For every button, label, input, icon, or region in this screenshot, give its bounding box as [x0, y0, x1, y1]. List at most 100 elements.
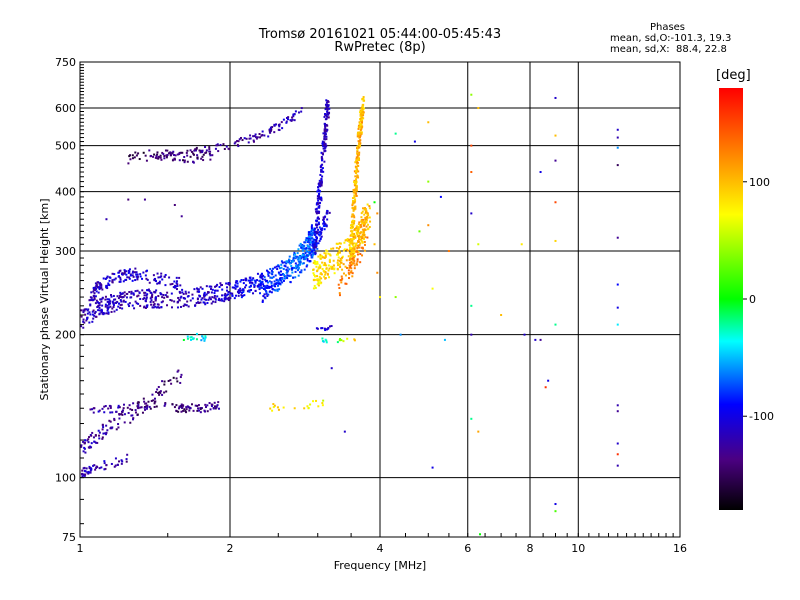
data-point	[132, 292, 135, 295]
data-point	[115, 301, 118, 304]
data-point	[347, 272, 350, 275]
y-tick-label: 750	[55, 56, 76, 69]
data-point	[352, 236, 355, 239]
data-point	[164, 149, 167, 152]
data-point	[311, 256, 314, 259]
data-point	[325, 105, 328, 108]
data-point	[310, 225, 313, 228]
data-point	[163, 275, 166, 278]
data-point	[259, 279, 262, 282]
data-point	[199, 151, 202, 154]
data-point	[310, 233, 313, 236]
data-point	[283, 264, 286, 267]
data-point	[309, 252, 312, 255]
data-point	[248, 286, 251, 289]
data-point	[325, 225, 328, 228]
data-point	[318, 239, 321, 242]
data-point	[539, 338, 542, 341]
data-point	[103, 468, 106, 471]
data-point	[187, 291, 190, 294]
data-point	[169, 283, 172, 286]
data-point	[324, 277, 327, 280]
data-point	[118, 302, 121, 305]
data-point	[300, 257, 303, 260]
data-point	[119, 293, 122, 296]
data-point	[325, 249, 328, 252]
data-point	[342, 272, 345, 275]
data-point	[315, 212, 318, 215]
data-point	[240, 279, 243, 282]
data-point	[348, 259, 351, 262]
data-point	[200, 298, 203, 301]
data-point	[269, 267, 272, 270]
data-point	[203, 295, 206, 298]
data-point	[321, 142, 324, 145]
data-point	[92, 298, 95, 301]
data-point	[203, 301, 206, 304]
data-point	[146, 305, 149, 308]
data-point	[360, 109, 363, 112]
data-point	[161, 300, 164, 303]
data-point	[357, 140, 360, 143]
data-point	[141, 289, 144, 292]
data-point	[86, 309, 89, 312]
data-point	[286, 118, 289, 121]
data-point	[376, 212, 379, 215]
data-point	[265, 292, 268, 295]
data-point	[355, 189, 358, 192]
data-point	[163, 157, 166, 160]
data-point	[357, 146, 360, 149]
data-point	[157, 295, 160, 298]
data-point	[147, 289, 150, 292]
data-point	[293, 251, 296, 254]
data-point	[299, 259, 302, 262]
data-point	[303, 258, 306, 261]
data-point	[351, 275, 354, 278]
data-point	[318, 279, 321, 282]
data-point	[282, 406, 285, 409]
data-point	[209, 158, 212, 161]
data-point	[125, 296, 128, 299]
data-point	[357, 223, 360, 226]
data-point	[299, 242, 302, 245]
data-point	[278, 129, 281, 132]
data-point	[262, 295, 265, 298]
data-point	[300, 269, 303, 272]
data-point	[202, 153, 205, 156]
data-point	[304, 241, 307, 244]
data-point	[169, 151, 172, 154]
data-point	[315, 265, 318, 268]
data-point	[150, 303, 153, 306]
colorbar-tick-label: 100	[749, 176, 770, 189]
data-point	[361, 221, 364, 224]
data-point	[353, 206, 356, 209]
data-point	[82, 440, 85, 443]
data-point	[319, 181, 322, 184]
data-point	[337, 264, 340, 267]
data-point	[91, 320, 94, 323]
data-point	[312, 244, 315, 247]
data-point	[361, 98, 364, 101]
data-point	[173, 406, 176, 409]
data-point	[102, 426, 105, 429]
data-point	[194, 149, 197, 152]
data-point	[211, 154, 214, 157]
data-point	[204, 146, 207, 149]
data-point	[301, 246, 304, 249]
data-point	[259, 276, 262, 279]
data-point	[87, 441, 90, 444]
data-point	[348, 240, 351, 243]
data-point	[296, 252, 299, 255]
data-point	[98, 309, 101, 312]
data-point	[194, 304, 197, 307]
data-point	[97, 429, 100, 432]
data-point	[189, 336, 192, 339]
data-point	[272, 406, 275, 409]
data-point	[117, 404, 120, 407]
data-point	[323, 135, 326, 138]
data-point	[91, 310, 94, 313]
data-point	[362, 207, 365, 210]
data-point	[233, 297, 236, 300]
data-point	[470, 212, 473, 215]
